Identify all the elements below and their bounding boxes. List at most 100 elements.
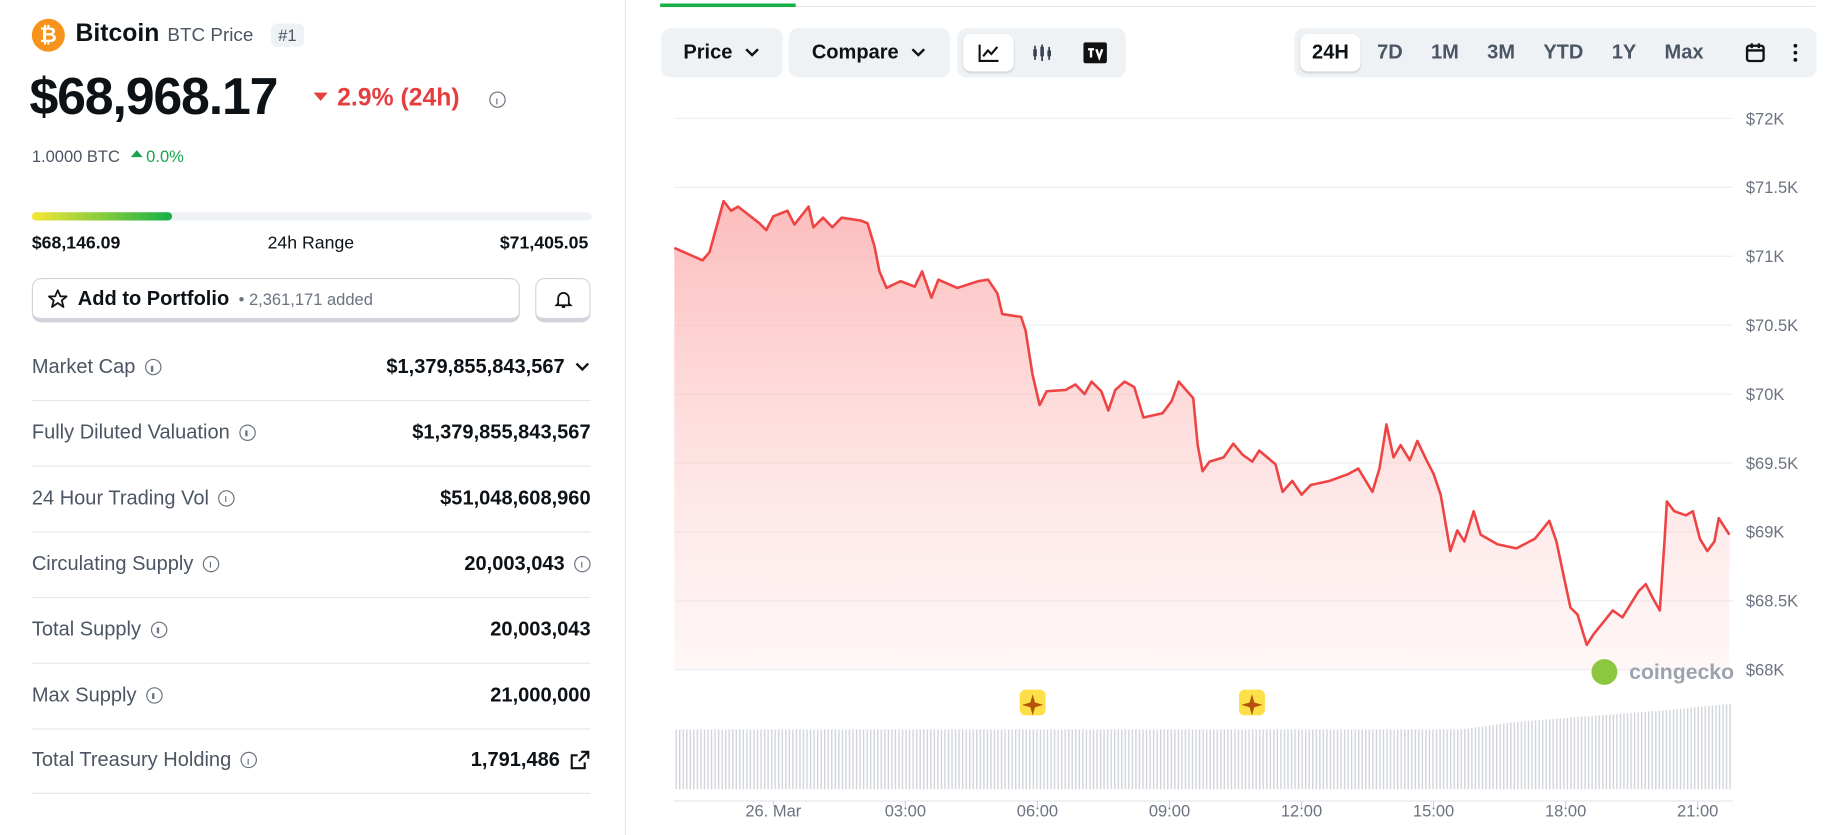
range-button[interactable]: 7D [1377, 41, 1403, 64]
range-button[interactable]: 1Y [1611, 41, 1637, 64]
y-tick-label: $69.5K [1746, 455, 1798, 473]
stat-value: 20,003,043 [464, 552, 591, 575]
stat-value: $1,379,855,843,567 [386, 355, 590, 378]
coin-subtitle: BTC Price [167, 25, 254, 46]
label: Market Cap [31, 355, 136, 378]
stat-value: $1,379,855,843,567 [412, 421, 590, 444]
button-label: Add to Portfolio [77, 286, 230, 310]
y-tick-label: $68K [1746, 662, 1785, 680]
stat-label: 24 Hour Trading Vol [32, 486, 235, 509]
y-tick-label: $71.5K [1746, 179, 1798, 197]
coin-name: Bitcoin [75, 19, 160, 47]
x-tick-label: 12:00 [1281, 802, 1322, 820]
coin-icon: ₿ [31, 18, 65, 52]
stat-value: 21,000,000 [490, 683, 590, 706]
value: 1,791,486 [470, 748, 560, 771]
range-button[interactable]: 24H [1300, 34, 1361, 72]
tradingview-toggle[interactable] [1069, 34, 1120, 72]
add-portfolio-button[interactable]: Add to Portfolio • 2,361,171 added [31, 277, 520, 323]
down-arrow [313, 92, 328, 101]
info-icon[interactable] [489, 91, 506, 108]
y-tick-label: $69K [1746, 524, 1785, 542]
event-marker[interactable] [1238, 689, 1265, 716]
range-fill [31, 212, 172, 221]
calendar-icon[interactable] [1745, 42, 1766, 69]
value: $51,048,608,960 [440, 486, 591, 509]
info-icon[interactable] [574, 555, 591, 572]
x-tick-label: 18:00 [1545, 802, 1586, 820]
area-fill [674, 201, 1730, 670]
star-icon [48, 288, 68, 308]
info-icon[interactable] [145, 686, 163, 704]
value: $1,379,855,843,567 [412, 420, 591, 444]
price-change: 2.9% (24h) [337, 84, 460, 112]
tab-active [660, 3, 796, 8]
compare-dropdown[interactable]: Compare [788, 28, 951, 78]
price-dropdown[interactable]: Price [661, 28, 783, 78]
line-chart-toggle[interactable] [963, 34, 1014, 72]
x-tick-label: 15:00 [1413, 802, 1454, 820]
value: 21,000,000 [490, 683, 591, 706]
y-tick-label: $70.5K [1746, 317, 1798, 335]
event-marker[interactable] [1019, 689, 1046, 716]
info-icon[interactable] [240, 752, 258, 769]
info-icon[interactable] [239, 424, 256, 441]
btc-amount: 1.0000 BTC [31, 146, 120, 166]
stat-label: Fully Diluted Valuation [32, 421, 256, 444]
candle-toggle[interactable] [1014, 34, 1069, 72]
range-button[interactable]: 3M [1487, 41, 1516, 64]
divider [624, 0, 626, 835]
label: Total Supply [31, 617, 142, 640]
chevron[interactable] [574, 361, 591, 373]
icon [1082, 42, 1107, 64]
rank-badge: #1 [271, 23, 304, 47]
stat-row: 24 Hour Trading Vol $51,048,608,960 [31, 465, 591, 533]
range-button[interactable]: Max [1664, 41, 1704, 64]
chevron [745, 48, 760, 57]
external-link[interactable] [569, 750, 590, 771]
label: 24 Hour Trading Vol [31, 486, 209, 509]
stat-row: Max Supply 21,000,000 [31, 662, 591, 729]
value: 20,003,043 [490, 617, 591, 640]
range-low: $68,146.09 [31, 233, 121, 254]
tab-line [660, 5, 1816, 8]
stat-label: Total Treasury Holding [32, 749, 258, 772]
range-button[interactable]: YTD [1543, 41, 1584, 64]
price-line [673, 199, 1731, 647]
range-high: $71,405.05 [499, 233, 589, 254]
price: $68,968.17 [29, 68, 278, 126]
value: $1,379,855,843,567 [386, 355, 565, 378]
stat-label: Circulating Supply [31, 552, 220, 575]
alert-button[interactable] [535, 277, 591, 323]
y-tick-label: $68.5K [1746, 593, 1798, 611]
watermark: coingecko [1629, 661, 1734, 684]
info-icon[interactable] [202, 555, 220, 572]
x-tick-label: 09:00 [1149, 802, 1190, 820]
value: 20,003,043 [464, 552, 565, 575]
stat-row: Total Supply 20,003,043 [31, 596, 591, 664]
label: Max Supply [31, 683, 137, 706]
chart-type-group [957, 28, 1126, 78]
range-label: 24h Range [267, 233, 355, 254]
icon [1032, 44, 1051, 61]
more-icon[interactable] [1792, 43, 1799, 68]
label: Price [683, 41, 733, 64]
stat-label: Max Supply [32, 683, 163, 706]
range-button[interactable]: 1M [1431, 41, 1459, 64]
icon [1793, 43, 1798, 62]
label: Circulating Supply [31, 552, 194, 575]
stat-value: 1,791,486 [471, 749, 591, 772]
label: Compare [811, 41, 899, 64]
stat-row: Circulating Supply 20,003,043 [31, 531, 591, 598]
x-tick-label: 21:00 [1677, 802, 1718, 820]
stat-row: Fully Diluted Valuation $1,379,855,843,56… [31, 400, 591, 467]
info-icon[interactable] [144, 358, 162, 376]
x-tick-label: 03:00 [885, 802, 926, 820]
info-icon[interactable] [150, 621, 167, 638]
icon [1745, 43, 1765, 63]
range-group: 24H 7D 1M 3M YTD 1Y Max [1294, 28, 1817, 78]
info-icon[interactable] [218, 489, 235, 507]
stat-row: Market Cap $1,379,855,843,567 [31, 334, 591, 402]
stat-value: $51,048,608,960 [440, 486, 590, 509]
